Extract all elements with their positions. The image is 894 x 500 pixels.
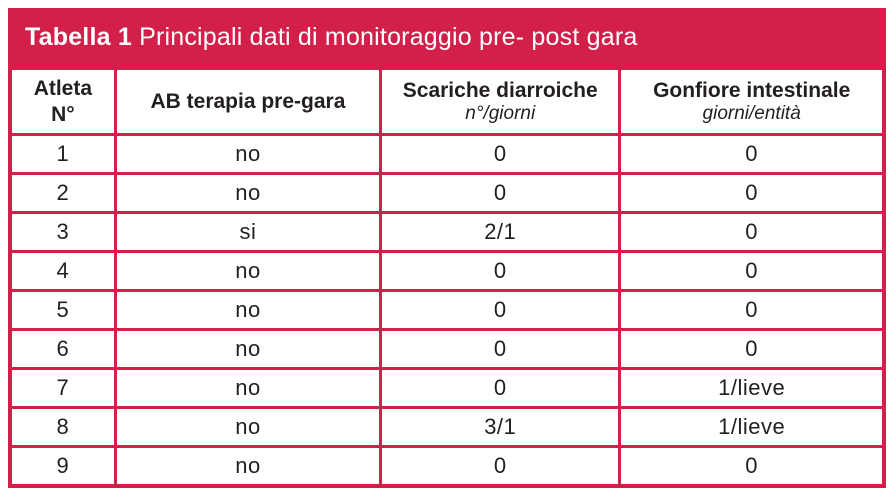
column-header-line1: AB terapia pre-gara [150,89,346,113]
cell-scariche: 0 [379,367,622,409]
table-row: 6 no 0 0 [9,328,885,370]
cell-ab-terapia: si [113,211,383,253]
table-row: 9 no 0 0 [9,445,885,487]
column-header-line2: N° [51,102,75,126]
cell-atleta: 8 [9,406,117,448]
column-header-ab-terapia: AB terapia pre-gara [113,67,383,136]
cell-ab-terapia: no [113,133,383,175]
table-row: 4 no 0 0 [9,250,885,292]
cell-atleta: 9 [9,445,117,487]
column-header-line1: Scariche diarroiche [402,78,598,102]
table-row: 1 no 0 0 [9,133,885,175]
cell-scariche: 3/1 [379,406,622,448]
column-header-atleta: Atleta N° [9,67,117,136]
cell-atleta: 3 [9,211,117,253]
table-title-text: Principali dati di monitoraggio pre- pos… [131,23,638,51]
cell-gonfiore: 0 [618,133,885,175]
cell-gonfiore: 0 [618,445,885,487]
cell-atleta: 5 [9,289,117,331]
table-row: 7 no 0 1/lieve [9,367,885,409]
table-title-label: Tabella 1 [25,23,132,51]
cell-ab-terapia: no [113,289,383,331]
table-row: 5 no 0 0 [9,289,885,331]
cell-ab-terapia: no [113,250,383,292]
cell-scariche: 0 [379,328,622,370]
cell-ab-terapia: no [113,328,383,370]
cell-gonfiore: 0 [618,211,885,253]
cell-atleta: 6 [9,328,117,370]
column-header-line1: Atleta [33,77,93,101]
cell-scariche: 0 [379,445,622,487]
table-row: 3 si 2/1 0 [9,211,885,253]
cell-atleta: 2 [9,172,117,214]
column-header-line1: Gonfiore intestinale [653,78,851,102]
column-header-gonfiore: Gonfiore intestinale giorni/entità [618,67,885,136]
cell-scariche: 0 [379,133,622,175]
cell-scariche: 0 [379,172,622,214]
column-header-subtitle: n°/giorni [465,102,536,124]
cell-ab-terapia: no [113,406,383,448]
cell-scariche: 2/1 [379,211,622,253]
cell-gonfiore: 1/lieve [618,406,885,448]
cell-gonfiore: 0 [618,328,885,370]
cell-atleta: 7 [9,367,117,409]
cell-scariche: 0 [379,289,622,331]
table-row: 2 no 0 0 [9,172,885,214]
cell-gonfiore: 1/lieve [618,367,885,409]
header-row: Atleta N° AB terapia pre-gara Scariche d… [9,67,885,136]
table-row: 8 no 3/1 1/lieve [9,406,885,448]
table-title-bar: Tabella 1 Principali dati di monitoraggi… [9,8,885,67]
cell-gonfiore: 0 [618,172,885,214]
cell-ab-terapia: no [113,172,383,214]
cell-gonfiore: 0 [618,289,885,331]
cell-scariche: 0 [379,250,622,292]
cell-atleta: 1 [9,133,117,175]
cell-ab-terapia: no [113,367,383,409]
table-figure: Tabella 1 Principali dati di monitoraggi… [8,8,886,488]
cell-atleta: 4 [9,250,117,292]
cell-gonfiore: 0 [618,250,885,292]
column-header-subtitle: giorni/entità [702,102,801,124]
monitoring-table: Atleta N° AB terapia pre-gara Scariche d… [9,67,885,487]
column-header-scariche: Scariche diarroiche n°/giorni [379,67,622,136]
cell-ab-terapia: no [113,445,383,487]
